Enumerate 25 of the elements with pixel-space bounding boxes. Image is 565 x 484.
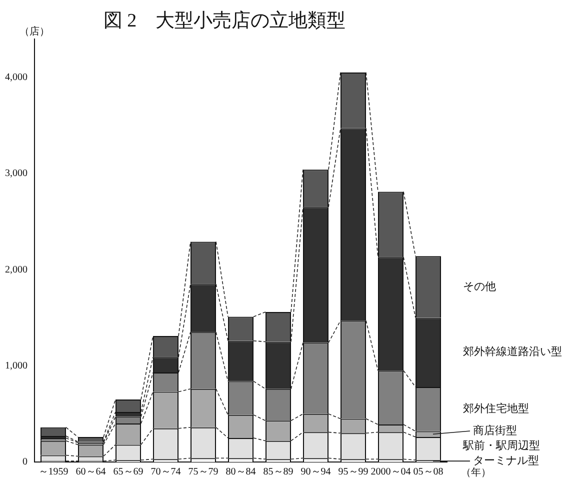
x-tick-label: 70～74 [150,466,181,478]
x-tick-label: 05～08 [413,466,444,478]
text: 商店街型 [473,424,517,437]
x-tick-label: 60～64 [76,466,106,478]
text: ターミナル型 [473,454,539,467]
y-tick-label: 1,000 [5,360,28,372]
text: 駅前・駅周辺型 [462,438,540,452]
x-axis-title: （年） [461,466,491,479]
x-tick-label: 80～84 [226,466,256,478]
chart-title: 図 2 大型小売店の立地類型 [103,9,346,32]
text: 郊外住宅地型 [463,402,529,415]
x-tick-label: 90～94 [300,466,331,478]
x-tick-label: 2000～04 [370,466,411,478]
y-tick-label: 4,000 [5,72,28,83]
x-tick-label: 95～99 [338,466,368,478]
x-tick-label: 85～89 [263,466,294,478]
x-tick-label: ～1959 [38,466,68,478]
text: 郊外幹線道路沿い型 [463,345,562,358]
y-tick-label: 2,000 [5,264,28,276]
y-tick-label: 0 [22,456,28,468]
x-tick-label: 65～69 [113,466,144,478]
x-tick-label: 75～79 [188,466,218,478]
text: その他 [463,280,496,293]
y-tick-label: 3,000 [5,168,28,180]
y-axis-title: （店） [20,25,50,38]
